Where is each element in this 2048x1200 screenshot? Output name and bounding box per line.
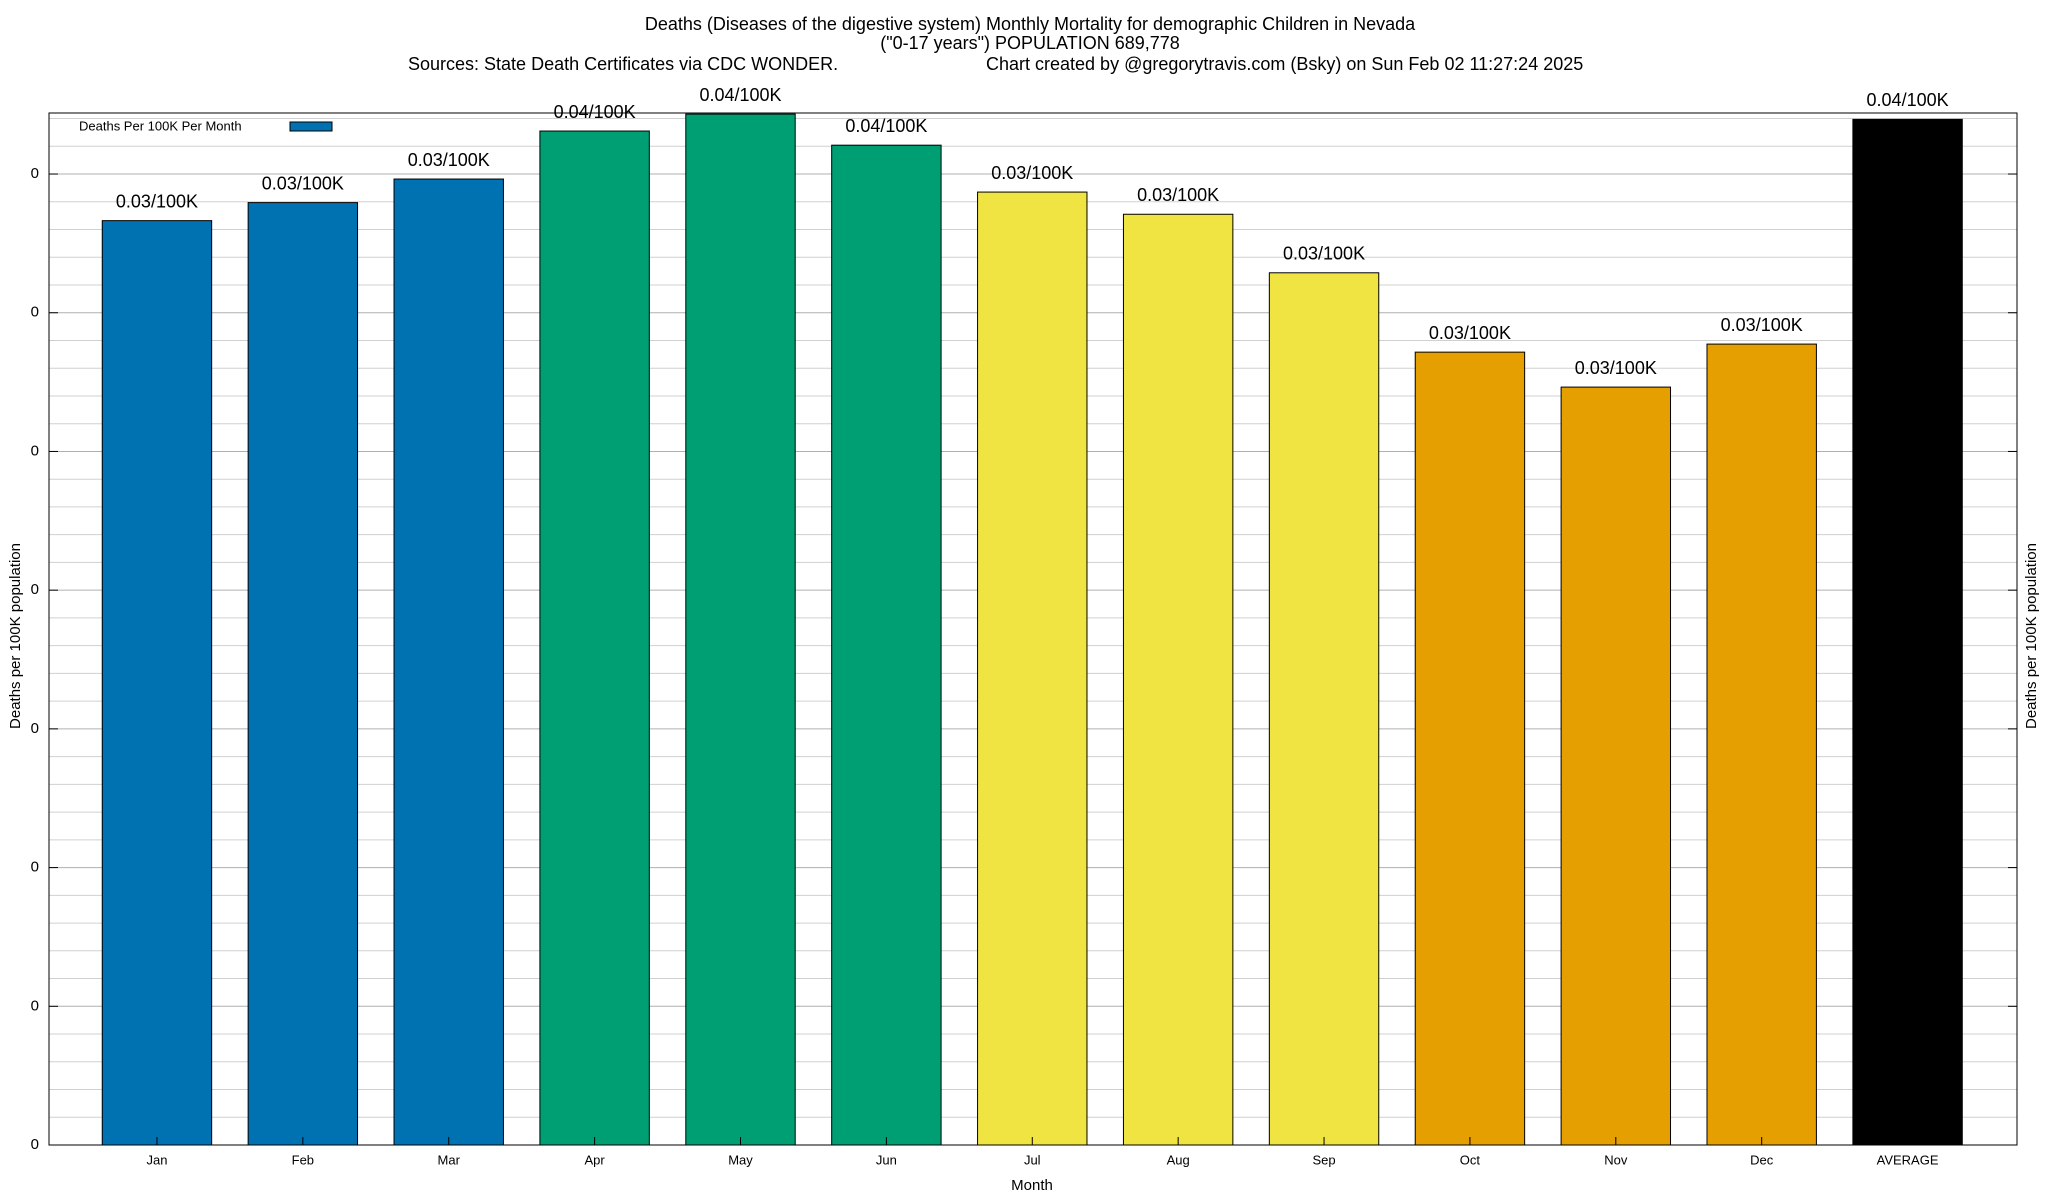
bar [1852, 118, 1963, 1146]
x-tick-label: Feb [292, 1152, 314, 1167]
chart-title: Deaths (Diseases of the digestive system… [645, 14, 1416, 34]
y-axis-label: Deaths per 100K population [7, 543, 24, 729]
plot-frame [48, 112, 2018, 1146]
value-label: 0.03/100K [1721, 315, 1803, 335]
x-axis-label: Month [1011, 1177, 1053, 1194]
value-label: 0.03/100K [1137, 185, 1219, 205]
value-label: 0.03/100K [408, 150, 490, 170]
value-label: 0.04/100K [554, 102, 636, 122]
bar [247, 202, 359, 1146]
bar [831, 144, 942, 1146]
value-label: 0.04/100K [1867, 90, 1949, 110]
y-tick-label: 0 [31, 581, 39, 598]
x-tick-label: Dec [1750, 1152, 1774, 1167]
y2-axis-label: Deaths per 100K population [2023, 543, 2040, 729]
x-tick-label: Jul [1024, 1152, 1041, 1167]
y-tick-label: 0 [31, 997, 39, 1014]
value-label: 0.03/100K [991, 163, 1073, 183]
y-tick-label: 0 [31, 165, 39, 182]
x-tick-label: AVERAGE [1877, 1152, 1939, 1167]
value-label: 0.04/100K [845, 116, 927, 136]
value-label: 0.03/100K [1575, 358, 1657, 378]
x-tick-label: Nov [1604, 1152, 1628, 1167]
x-tick-label: Mar [438, 1152, 461, 1167]
y-tick-label: 0 [31, 859, 39, 876]
y-tick-label: 0 [31, 442, 39, 459]
bar [393, 178, 504, 1146]
value-label: 0.03/100K [262, 173, 344, 193]
value-label: 0.03/100K [1283, 244, 1365, 264]
bar [1414, 351, 1526, 1146]
y-tick-label: 0 [31, 1136, 39, 1153]
value-label: 0.04/100K [699, 85, 781, 105]
chart-credit: Chart created by @gregorytravis.com (Bsk… [986, 54, 1583, 74]
x-tick-label: Apr [584, 1152, 605, 1167]
value-label: 0.03/100K [1429, 323, 1511, 343]
y-tick-label: 0 [31, 720, 39, 737]
bar [977, 191, 1088, 1146]
x-tick-label: Oct [1460, 1152, 1481, 1167]
bar [1268, 272, 1380, 1146]
value-label: 0.03/100K [116, 191, 198, 211]
x-tick-label: May [728, 1152, 753, 1167]
x-tick-label: Aug [1167, 1152, 1190, 1167]
legend-label: Deaths Per 100K Per Month [79, 118, 242, 133]
bar [1706, 343, 1817, 1146]
bar [685, 113, 796, 1146]
bar [1560, 386, 1672, 1146]
y-tick-label: 0 [31, 304, 39, 321]
chart-subtitle: ("0-17 years") POPULATION 689,778 [880, 33, 1180, 53]
x-tick-label: Jun [876, 1152, 897, 1167]
chart-source: Sources: State Death Certificates via CD… [408, 54, 838, 74]
bar [539, 130, 650, 1146]
x-tick-label: Sep [1312, 1152, 1335, 1167]
legend-swatch [289, 121, 333, 132]
bar [101, 220, 213, 1146]
x-tick-label: Jan [146, 1152, 167, 1167]
bar [1122, 213, 1234, 1146]
